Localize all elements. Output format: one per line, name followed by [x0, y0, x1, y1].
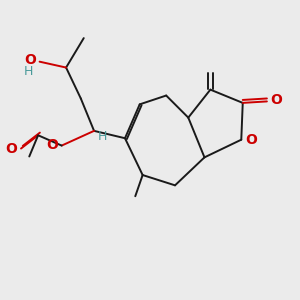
Text: O: O: [6, 142, 17, 156]
Text: H: H: [98, 130, 107, 143]
Text: O: O: [46, 138, 58, 152]
Text: O: O: [245, 133, 257, 147]
Text: H: H: [24, 64, 33, 78]
Text: O: O: [270, 93, 282, 107]
Text: O: O: [24, 53, 36, 68]
